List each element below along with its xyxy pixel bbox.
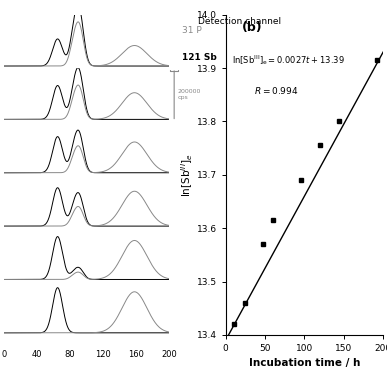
Text: 0: 0 <box>1 350 7 359</box>
Text: Detection channel: Detection channel <box>199 17 281 25</box>
Text: 120: 120 <box>95 350 111 359</box>
Y-axis label: ln[Sb$^{III}$]$_e$: ln[Sb$^{III}$]$_e$ <box>180 153 195 197</box>
Text: 31 P: 31 P <box>182 26 202 35</box>
Text: 200000
cps: 200000 cps <box>178 89 201 100</box>
Text: $R = 0.994$: $R = 0.994$ <box>254 85 298 96</box>
X-axis label: Incubation time / h: Incubation time / h <box>249 358 360 368</box>
Text: $\rm{ln[Sb^{III}]_e}$$= 0.0027t +13.39$: $\rm{ln[Sb^{III}]_e}$$= 0.0027t +13.39$ <box>232 53 345 67</box>
Text: (b): (b) <box>241 21 262 34</box>
Text: 200: 200 <box>161 350 177 359</box>
Text: 40: 40 <box>32 350 42 359</box>
Text: 121 Sb: 121 Sb <box>182 53 217 62</box>
Text: 80: 80 <box>65 350 75 359</box>
Text: 160: 160 <box>128 350 144 359</box>
